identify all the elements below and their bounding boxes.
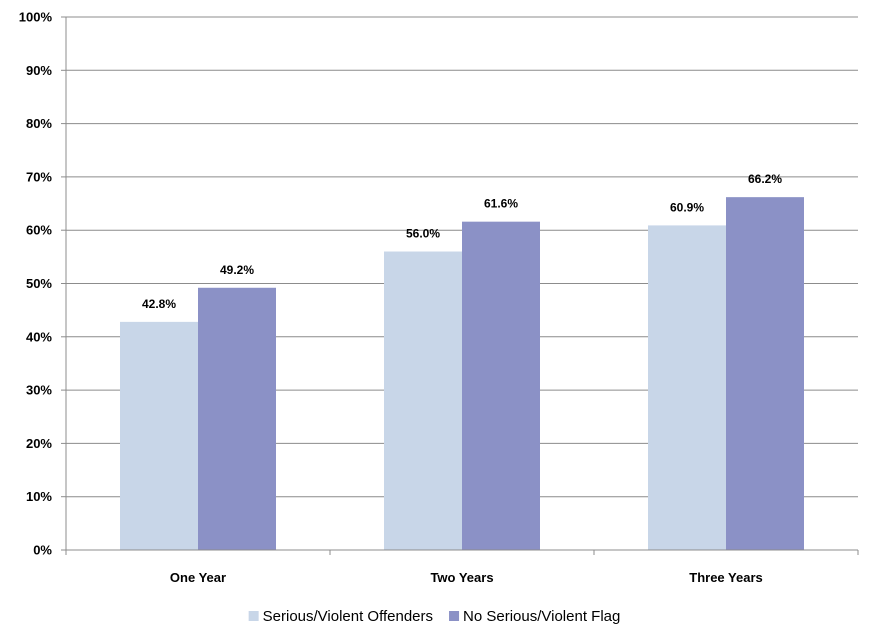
bar-serious-violent-1 [384,251,462,550]
legend-swatch [248,611,259,621]
y-axis-tick-labels: 0% 10% 20% 30% 40% 50% 60% 70% 80% 90% 100% [19,10,53,558]
y-tick-label: 20% [26,436,52,451]
y-tick-label: 40% [26,329,52,344]
y-tick-label: 70% [26,169,52,184]
x-category-label: Three Years [689,570,762,585]
bar-no-flag-2 [726,197,804,551]
bar-serious-violent-0 [120,321,198,550]
data-label: 66.2% [748,172,782,186]
y-tick-label: 60% [26,223,52,238]
y-tick-label: 30% [26,383,52,398]
y-tick-label: 10% [26,489,52,504]
legend: Serious/Violent Offenders No Serious/Viol… [248,608,620,625]
y-tick-label: 100% [19,10,53,25]
data-label: 61.6% [484,197,518,211]
data-labels: 42.8% 49.2% 56.0% 61.6% 60.9% 66.2% [142,172,782,311]
bar-serious-violent-2 [648,225,726,550]
legend-label: No Serious/Violent Flag [463,608,620,625]
data-label: 49.2% [220,263,254,277]
x-category-label: One Year [170,570,226,585]
data-label: 60.9% [670,200,704,214]
data-label: 42.8% [142,297,176,311]
y-tick-label: 50% [26,276,52,291]
y-tick-label: 90% [26,63,52,78]
y-tick-label: 80% [26,116,52,131]
x-axis-category-labels: One Year Two Years Three Years [170,570,763,585]
axes [61,16,859,555]
x-category-label: Two Years [430,570,493,585]
legend-swatch [449,611,460,621]
bar-no-flag-1 [462,221,540,550]
y-tick-label: 0% [33,543,52,558]
data-label: 56.0% [406,227,440,241]
legend-label: Serious/Violent Offenders [263,608,433,625]
bar-no-flag-0 [198,287,276,550]
bars [120,197,804,551]
